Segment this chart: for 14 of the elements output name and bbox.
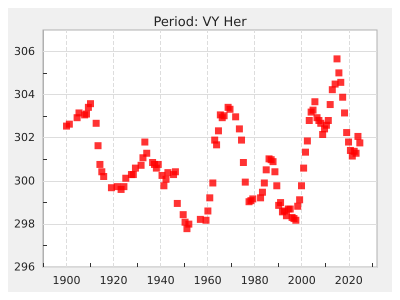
chart-title: Period: VY Her	[153, 15, 248, 30]
y-tick-label: 302	[14, 131, 35, 144]
x-tick-label: 2020	[334, 274, 363, 287]
y-tick-label: 306	[14, 45, 35, 58]
x-tick-label: 1980	[240, 274, 269, 287]
y-tick-label: 296	[14, 260, 35, 274]
y-tick-label: 298	[14, 217, 35, 230]
x-tick-label: 1900	[52, 274, 81, 287]
y-tick-label: 304	[14, 88, 35, 102]
x-tick-label: 2000	[288, 274, 316, 287]
y-tick-label: 300	[14, 174, 35, 188]
x-tick-label: 1960	[194, 274, 222, 287]
x-tick-label: 1920	[100, 274, 128, 287]
x-tick-label: 1940	[146, 274, 175, 287]
